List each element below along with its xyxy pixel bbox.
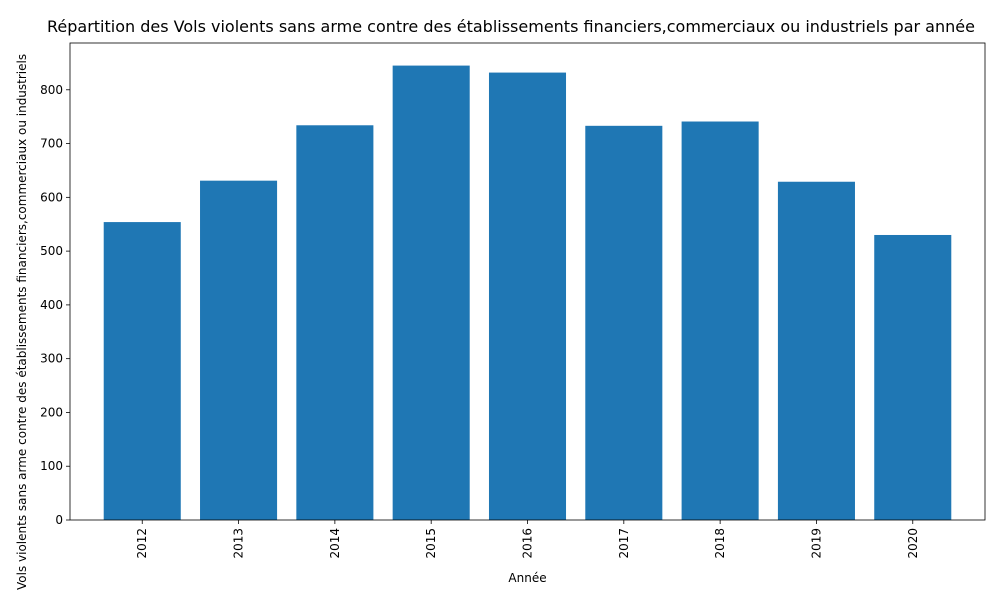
- y-tick-label-300: 300: [40, 352, 63, 366]
- bar-2015: [392, 65, 470, 520]
- x-axis-ticks: 2012 2013 2014 2015 2016 2017 2018 2019 2020: [135, 520, 920, 559]
- x-tick-label-2013: 2013: [232, 528, 246, 559]
- y-axis-label: Vols violents sans arme contre des établ…: [15, 54, 29, 590]
- y-tick-label-100: 100: [40, 459, 63, 473]
- x-tick-label-2016: 2016: [521, 528, 535, 559]
- x-tick-label-2020: 2020: [906, 528, 920, 559]
- bar-2019: [777, 181, 855, 520]
- bar-2014: [296, 125, 374, 520]
- bars-group: [103, 65, 952, 521]
- y-tick-label-200: 200: [40, 405, 63, 419]
- bar-2020: [874, 234, 952, 520]
- plot-frame: [69, 42, 986, 521]
- y-tick-label-800: 800: [40, 83, 63, 97]
- bar-2016: [488, 72, 567, 521]
- x-tick-label-2018: 2018: [713, 528, 727, 559]
- x-tick-label-2019: 2019: [809, 528, 823, 559]
- x-tick-label-2015: 2015: [424, 528, 438, 559]
- y-tick-label-400: 400: [40, 298, 63, 312]
- x-tick-label-2014: 2014: [328, 528, 342, 559]
- x-tick-label-2017: 2017: [617, 528, 631, 559]
- y-tick-label-500: 500: [40, 244, 63, 258]
- y-tick-label-0: 0: [55, 513, 63, 527]
- x-tick-label-2012: 2012: [135, 528, 149, 559]
- bar-2017: [585, 125, 663, 521]
- bar-2012: [103, 222, 181, 520]
- y-tick-label-600: 600: [40, 190, 63, 204]
- x-axis-label: Année: [508, 571, 546, 585]
- bar-2018: [681, 121, 759, 520]
- bar-2013: [200, 180, 278, 520]
- y-tick-label-700: 700: [40, 137, 63, 151]
- y-axis-ticks: 0 100 200 300 400 500 600 700 800: [40, 83, 70, 527]
- axes-frame: [69, 42, 986, 521]
- chart-title: Répartition des Vols violents sans arme …: [47, 17, 975, 36]
